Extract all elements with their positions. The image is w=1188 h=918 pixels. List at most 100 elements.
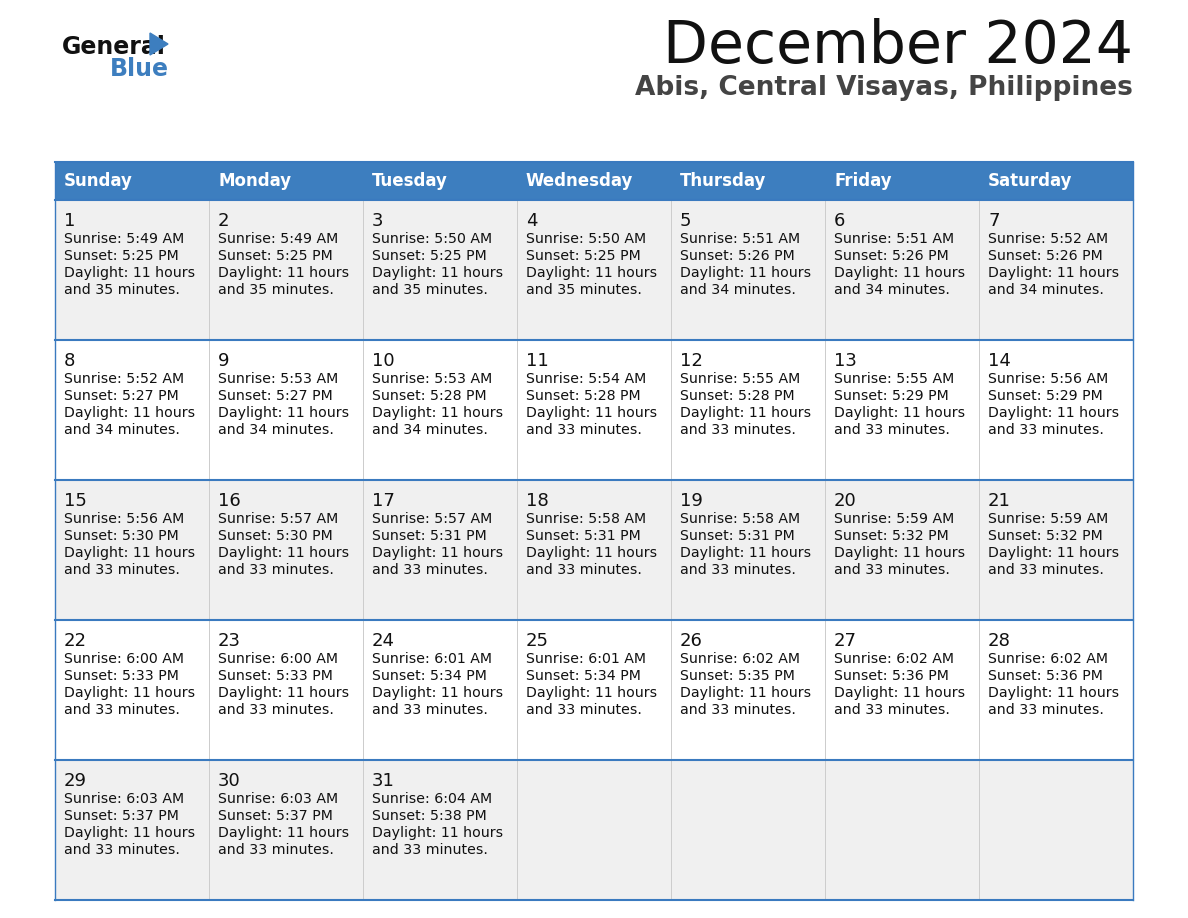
Text: Sunset: 5:28 PM: Sunset: 5:28 PM (680, 389, 795, 403)
Text: 12: 12 (680, 352, 703, 370)
Text: and 33 minutes.: and 33 minutes. (219, 843, 334, 857)
Text: and 33 minutes.: and 33 minutes. (219, 563, 334, 577)
Text: Sunset: 5:25 PM: Sunset: 5:25 PM (64, 249, 178, 263)
Text: Sunrise: 5:51 AM: Sunrise: 5:51 AM (834, 232, 954, 246)
Text: Saturday: Saturday (988, 172, 1073, 190)
Text: Daylight: 11 hours: Daylight: 11 hours (372, 266, 504, 280)
Text: 2: 2 (219, 212, 229, 230)
Text: Daylight: 11 hours: Daylight: 11 hours (64, 406, 195, 420)
Text: Daylight: 11 hours: Daylight: 11 hours (680, 406, 811, 420)
Text: Daylight: 11 hours: Daylight: 11 hours (526, 266, 657, 280)
Text: 28: 28 (988, 632, 1011, 650)
Text: Sunrise: 6:02 AM: Sunrise: 6:02 AM (680, 652, 800, 666)
Text: and 33 minutes.: and 33 minutes. (834, 423, 950, 437)
Text: Monday: Monday (219, 172, 291, 190)
Text: 17: 17 (372, 492, 394, 510)
Text: Daylight: 11 hours: Daylight: 11 hours (219, 546, 349, 560)
Text: Daylight: 11 hours: Daylight: 11 hours (219, 266, 349, 280)
Text: and 33 minutes.: and 33 minutes. (834, 563, 950, 577)
Text: General: General (62, 35, 166, 59)
Text: and 33 minutes.: and 33 minutes. (64, 843, 179, 857)
Text: Sunrise: 5:53 AM: Sunrise: 5:53 AM (219, 372, 339, 386)
Text: and 33 minutes.: and 33 minutes. (64, 703, 179, 717)
Text: Daylight: 11 hours: Daylight: 11 hours (372, 826, 504, 840)
Text: Sunrise: 5:55 AM: Sunrise: 5:55 AM (834, 372, 954, 386)
Text: Sunset: 5:30 PM: Sunset: 5:30 PM (219, 529, 333, 543)
Text: Daylight: 11 hours: Daylight: 11 hours (219, 826, 349, 840)
Text: 23: 23 (219, 632, 241, 650)
Text: and 33 minutes.: and 33 minutes. (680, 423, 796, 437)
Text: Sunrise: 5:50 AM: Sunrise: 5:50 AM (372, 232, 492, 246)
Text: and 33 minutes.: and 33 minutes. (680, 703, 796, 717)
Text: and 34 minutes.: and 34 minutes. (680, 283, 796, 297)
Text: Abis, Central Visayas, Philippines: Abis, Central Visayas, Philippines (636, 75, 1133, 101)
Text: Sunrise: 5:59 AM: Sunrise: 5:59 AM (834, 512, 954, 526)
Text: 5: 5 (680, 212, 691, 230)
Text: and 35 minutes.: and 35 minutes. (526, 283, 642, 297)
Text: Sunset: 5:26 PM: Sunset: 5:26 PM (988, 249, 1102, 263)
Text: Sunset: 5:25 PM: Sunset: 5:25 PM (372, 249, 487, 263)
Text: Daylight: 11 hours: Daylight: 11 hours (64, 266, 195, 280)
Text: and 35 minutes.: and 35 minutes. (64, 283, 179, 297)
Text: Sunset: 5:34 PM: Sunset: 5:34 PM (526, 669, 640, 683)
Text: 15: 15 (64, 492, 87, 510)
Text: Sunset: 5:29 PM: Sunset: 5:29 PM (988, 389, 1102, 403)
Text: Sunset: 5:36 PM: Sunset: 5:36 PM (834, 669, 949, 683)
Text: Daylight: 11 hours: Daylight: 11 hours (526, 686, 657, 700)
Bar (55, 480, 1133, 620)
Text: and 33 minutes.: and 33 minutes. (526, 563, 642, 577)
Text: Sunrise: 5:51 AM: Sunrise: 5:51 AM (680, 232, 801, 246)
Text: Sunset: 5:25 PM: Sunset: 5:25 PM (219, 249, 333, 263)
Text: 22: 22 (64, 632, 87, 650)
Text: Daylight: 11 hours: Daylight: 11 hours (219, 686, 349, 700)
Bar (55, 340, 1133, 480)
Text: and 34 minutes.: and 34 minutes. (372, 423, 488, 437)
Text: and 33 minutes.: and 33 minutes. (64, 563, 179, 577)
Text: Sunrise: 5:49 AM: Sunrise: 5:49 AM (64, 232, 184, 246)
Text: and 34 minutes.: and 34 minutes. (219, 423, 334, 437)
Text: Sunrise: 5:56 AM: Sunrise: 5:56 AM (64, 512, 184, 526)
Text: Sunset: 5:27 PM: Sunset: 5:27 PM (219, 389, 333, 403)
Text: Sunrise: 5:56 AM: Sunrise: 5:56 AM (988, 372, 1108, 386)
Bar (55, 200, 1133, 340)
Text: 4: 4 (526, 212, 537, 230)
Text: Daylight: 11 hours: Daylight: 11 hours (372, 406, 504, 420)
Text: Daylight: 11 hours: Daylight: 11 hours (988, 686, 1119, 700)
Text: 20: 20 (834, 492, 857, 510)
Text: Daylight: 11 hours: Daylight: 11 hours (64, 686, 195, 700)
Text: Daylight: 11 hours: Daylight: 11 hours (526, 546, 657, 560)
Text: Daylight: 11 hours: Daylight: 11 hours (64, 826, 195, 840)
Text: 31: 31 (372, 772, 394, 790)
Text: Sunset: 5:32 PM: Sunset: 5:32 PM (834, 529, 949, 543)
Text: Sunset: 5:33 PM: Sunset: 5:33 PM (219, 669, 333, 683)
Text: and 33 minutes.: and 33 minutes. (526, 703, 642, 717)
Text: Sunrise: 5:52 AM: Sunrise: 5:52 AM (64, 372, 184, 386)
Text: Daylight: 11 hours: Daylight: 11 hours (526, 406, 657, 420)
Text: 8: 8 (64, 352, 75, 370)
Text: Daylight: 11 hours: Daylight: 11 hours (988, 406, 1119, 420)
Text: Daylight: 11 hours: Daylight: 11 hours (834, 406, 965, 420)
Text: and 33 minutes.: and 33 minutes. (372, 703, 488, 717)
Text: Sunset: 5:37 PM: Sunset: 5:37 PM (219, 809, 333, 823)
Text: Sunrise: 6:00 AM: Sunrise: 6:00 AM (219, 652, 339, 666)
Text: Sunset: 5:27 PM: Sunset: 5:27 PM (64, 389, 178, 403)
Text: Sunset: 5:26 PM: Sunset: 5:26 PM (680, 249, 795, 263)
Text: and 35 minutes.: and 35 minutes. (372, 283, 488, 297)
Text: Sunrise: 6:00 AM: Sunrise: 6:00 AM (64, 652, 184, 666)
Text: Sunrise: 5:58 AM: Sunrise: 5:58 AM (680, 512, 801, 526)
Text: Daylight: 11 hours: Daylight: 11 hours (834, 266, 965, 280)
Text: Sunset: 5:36 PM: Sunset: 5:36 PM (988, 669, 1102, 683)
Text: Sunrise: 6:01 AM: Sunrise: 6:01 AM (372, 652, 492, 666)
Text: 1: 1 (64, 212, 75, 230)
Text: Sunrise: 6:03 AM: Sunrise: 6:03 AM (219, 792, 339, 806)
Text: Sunrise: 6:02 AM: Sunrise: 6:02 AM (988, 652, 1108, 666)
Text: 25: 25 (526, 632, 549, 650)
Text: and 34 minutes.: and 34 minutes. (988, 283, 1104, 297)
Text: 11: 11 (526, 352, 549, 370)
Text: Thursday: Thursday (680, 172, 766, 190)
Text: Sunset: 5:31 PM: Sunset: 5:31 PM (526, 529, 640, 543)
Text: and 35 minutes.: and 35 minutes. (219, 283, 334, 297)
Bar (55, 162, 1133, 200)
Text: 27: 27 (834, 632, 857, 650)
Text: 16: 16 (219, 492, 241, 510)
